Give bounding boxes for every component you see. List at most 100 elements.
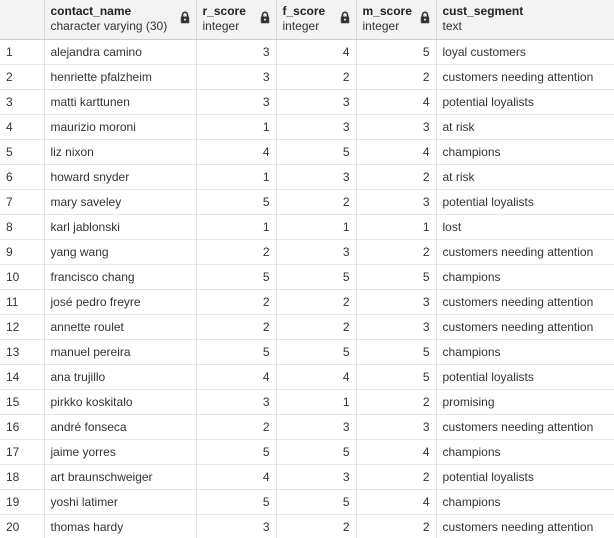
row-number[interactable]: 7 — [0, 189, 45, 215]
cell-f-score[interactable]: 1 — [276, 214, 357, 240]
cell-r-score[interactable]: 1 — [196, 114, 277, 140]
column-header-m-score[interactable]: m_score integer — [356, 0, 437, 40]
row-number[interactable]: 19 — [0, 489, 45, 515]
cell-contact-name[interactable]: mary saveley — [44, 189, 197, 215]
row-number[interactable]: 20 — [0, 514, 45, 538]
cell-contact-name[interactable]: howard snyder — [44, 164, 197, 190]
row-number[interactable]: 14 — [0, 364, 45, 390]
cell-r-score[interactable]: 2 — [196, 239, 277, 265]
cell-r-score[interactable]: 4 — [196, 464, 277, 490]
table-row[interactable]: 2 henriette pfalzheim 3 2 2 customers needing… — [0, 64, 614, 90]
table-row[interactable]: 10 francisco chang 5 5 5 champions — [0, 264, 614, 290]
cell-f-score[interactable]: 2 — [276, 289, 357, 315]
table-row[interactable]: 1 alejandra camino 3 4 5 loyal customers — [0, 39, 614, 65]
cell-contact-name[interactable]: thomas hardy — [44, 514, 197, 538]
cell-cust-segment[interactable]: customers needing attention — [436, 314, 614, 340]
cell-f-score[interactable]: 3 — [276, 114, 357, 140]
cell-m-score[interactable]: 2 — [356, 64, 437, 90]
column-header-cust-segment[interactable]: cust_segment text — [436, 0, 614, 40]
table-row[interactable]: 3 matti karttunen 3 3 4 potential loyalists — [0, 89, 614, 115]
cell-cust-segment[interactable]: customers needing attention — [436, 289, 614, 315]
cell-f-score[interactable]: 5 — [276, 139, 357, 165]
cell-r-score[interactable]: 5 — [196, 189, 277, 215]
cell-m-score[interactable]: 2 — [356, 239, 437, 265]
cell-r-score[interactable]: 5 — [196, 264, 277, 290]
cell-cust-segment[interactable]: loyal customers — [436, 39, 614, 65]
cell-r-score[interactable]: 3 — [196, 64, 277, 90]
table-row[interactable]: 19 yoshi latimer 5 5 4 champions — [0, 489, 614, 515]
row-number[interactable]: 5 — [0, 139, 45, 165]
cell-cust-segment[interactable]: customers needing attention — [436, 64, 614, 90]
cell-contact-name[interactable]: art braunschweiger — [44, 464, 197, 490]
cell-f-score[interactable]: 4 — [276, 364, 357, 390]
cell-cust-segment[interactable]: potential loyalists — [436, 189, 614, 215]
cell-m-score[interactable]: 4 — [356, 489, 437, 515]
cell-m-score[interactable]: 4 — [356, 89, 437, 115]
cell-f-score[interactable]: 2 — [276, 64, 357, 90]
row-number[interactable]: 3 — [0, 89, 45, 115]
cell-cust-segment[interactable]: at risk — [436, 164, 614, 190]
cell-f-score[interactable]: 3 — [276, 89, 357, 115]
table-row[interactable]: 7 mary saveley 5 2 3 potential loyalists — [0, 189, 614, 215]
cell-cust-segment[interactable]: champions — [436, 264, 614, 290]
cell-m-score[interactable]: 5 — [356, 39, 437, 65]
cell-contact-name[interactable]: karl jablonski — [44, 214, 197, 240]
table-row[interactable]: 6 howard snyder 1 3 2 at risk — [0, 164, 614, 190]
cell-m-score[interactable]: 4 — [356, 139, 437, 165]
cell-r-score[interactable]: 3 — [196, 389, 277, 415]
cell-cust-segment[interactable]: potential loyalists — [436, 464, 614, 490]
row-number[interactable]: 2 — [0, 64, 45, 90]
cell-m-score[interactable]: 5 — [356, 339, 437, 365]
cell-f-score[interactable]: 3 — [276, 414, 357, 440]
cell-contact-name[interactable]: henriette pfalzheim — [44, 64, 197, 90]
column-header-contact-name[interactable]: contact_name character varying (30) — [44, 0, 197, 40]
cell-f-score[interactable]: 2 — [276, 314, 357, 340]
row-number[interactable]: 4 — [0, 114, 45, 140]
row-number[interactable]: 12 — [0, 314, 45, 340]
cell-m-score[interactable]: 3 — [356, 114, 437, 140]
cell-contact-name[interactable]: francisco chang — [44, 264, 197, 290]
cell-cust-segment[interactable]: customers needing attention — [436, 514, 614, 538]
cell-contact-name[interactable]: pirkko koskitalo — [44, 389, 197, 415]
table-row[interactable]: 8 karl jablonski 1 1 1 lost — [0, 214, 614, 240]
table-row[interactable]: 4 maurizio moroni 1 3 3 at risk — [0, 114, 614, 140]
cell-r-score[interactable]: 4 — [196, 139, 277, 165]
table-row[interactable]: 14 ana trujillo 4 4 5 potential loyalists — [0, 364, 614, 390]
cell-cust-segment[interactable]: customers needing attention — [436, 414, 614, 440]
row-number[interactable]: 16 — [0, 414, 45, 440]
cell-m-score[interactable]: 3 — [356, 314, 437, 340]
row-number-header[interactable] — [0, 0, 45, 40]
cell-cust-segment[interactable]: lost — [436, 214, 614, 240]
cell-m-score[interactable]: 4 — [356, 439, 437, 465]
table-row[interactable]: 12 annette roulet 2 2 3 customers needing att… — [0, 314, 614, 340]
cell-r-score[interactable]: 1 — [196, 214, 277, 240]
cell-f-score[interactable]: 3 — [276, 164, 357, 190]
cell-m-score[interactable]: 2 — [356, 164, 437, 190]
table-row[interactable]: 20 thomas hardy 3 2 2 customers needing atten… — [0, 514, 614, 538]
table-row[interactable]: 9 yang wang 2 3 2 customers needing attention — [0, 239, 614, 265]
cell-r-score[interactable]: 3 — [196, 39, 277, 65]
cell-contact-name[interactable]: andré fonseca — [44, 414, 197, 440]
row-number[interactable]: 17 — [0, 439, 45, 465]
table-row[interactable]: 17 jaime yorres 5 5 4 champions — [0, 439, 614, 465]
cell-r-score[interactable]: 5 — [196, 489, 277, 515]
cell-r-score[interactable]: 1 — [196, 164, 277, 190]
row-number[interactable]: 9 — [0, 239, 45, 265]
row-number[interactable]: 11 — [0, 289, 45, 315]
cell-f-score[interactable]: 2 — [276, 189, 357, 215]
cell-r-score[interactable]: 3 — [196, 514, 277, 538]
cell-contact-name[interactable]: manuel pereira — [44, 339, 197, 365]
cell-f-score[interactable]: 5 — [276, 264, 357, 290]
cell-contact-name[interactable]: jaime yorres — [44, 439, 197, 465]
row-number[interactable]: 1 — [0, 39, 45, 65]
cell-contact-name[interactable]: liz nixon — [44, 139, 197, 165]
cell-contact-name[interactable]: ana trujillo — [44, 364, 197, 390]
cell-cust-segment[interactable]: champions — [436, 439, 614, 465]
cell-cust-segment[interactable]: potential loyalists — [436, 364, 614, 390]
cell-cust-segment[interactable]: customers needing attention — [436, 239, 614, 265]
cell-r-score[interactable]: 5 — [196, 439, 277, 465]
column-header-r-score[interactable]: r_score integer — [196, 0, 277, 40]
cell-cust-segment[interactable]: at risk — [436, 114, 614, 140]
table-row[interactable]: 5 liz nixon 4 5 4 champions — [0, 139, 614, 165]
table-row[interactable]: 15 pirkko koskitalo 3 1 2 promising — [0, 389, 614, 415]
